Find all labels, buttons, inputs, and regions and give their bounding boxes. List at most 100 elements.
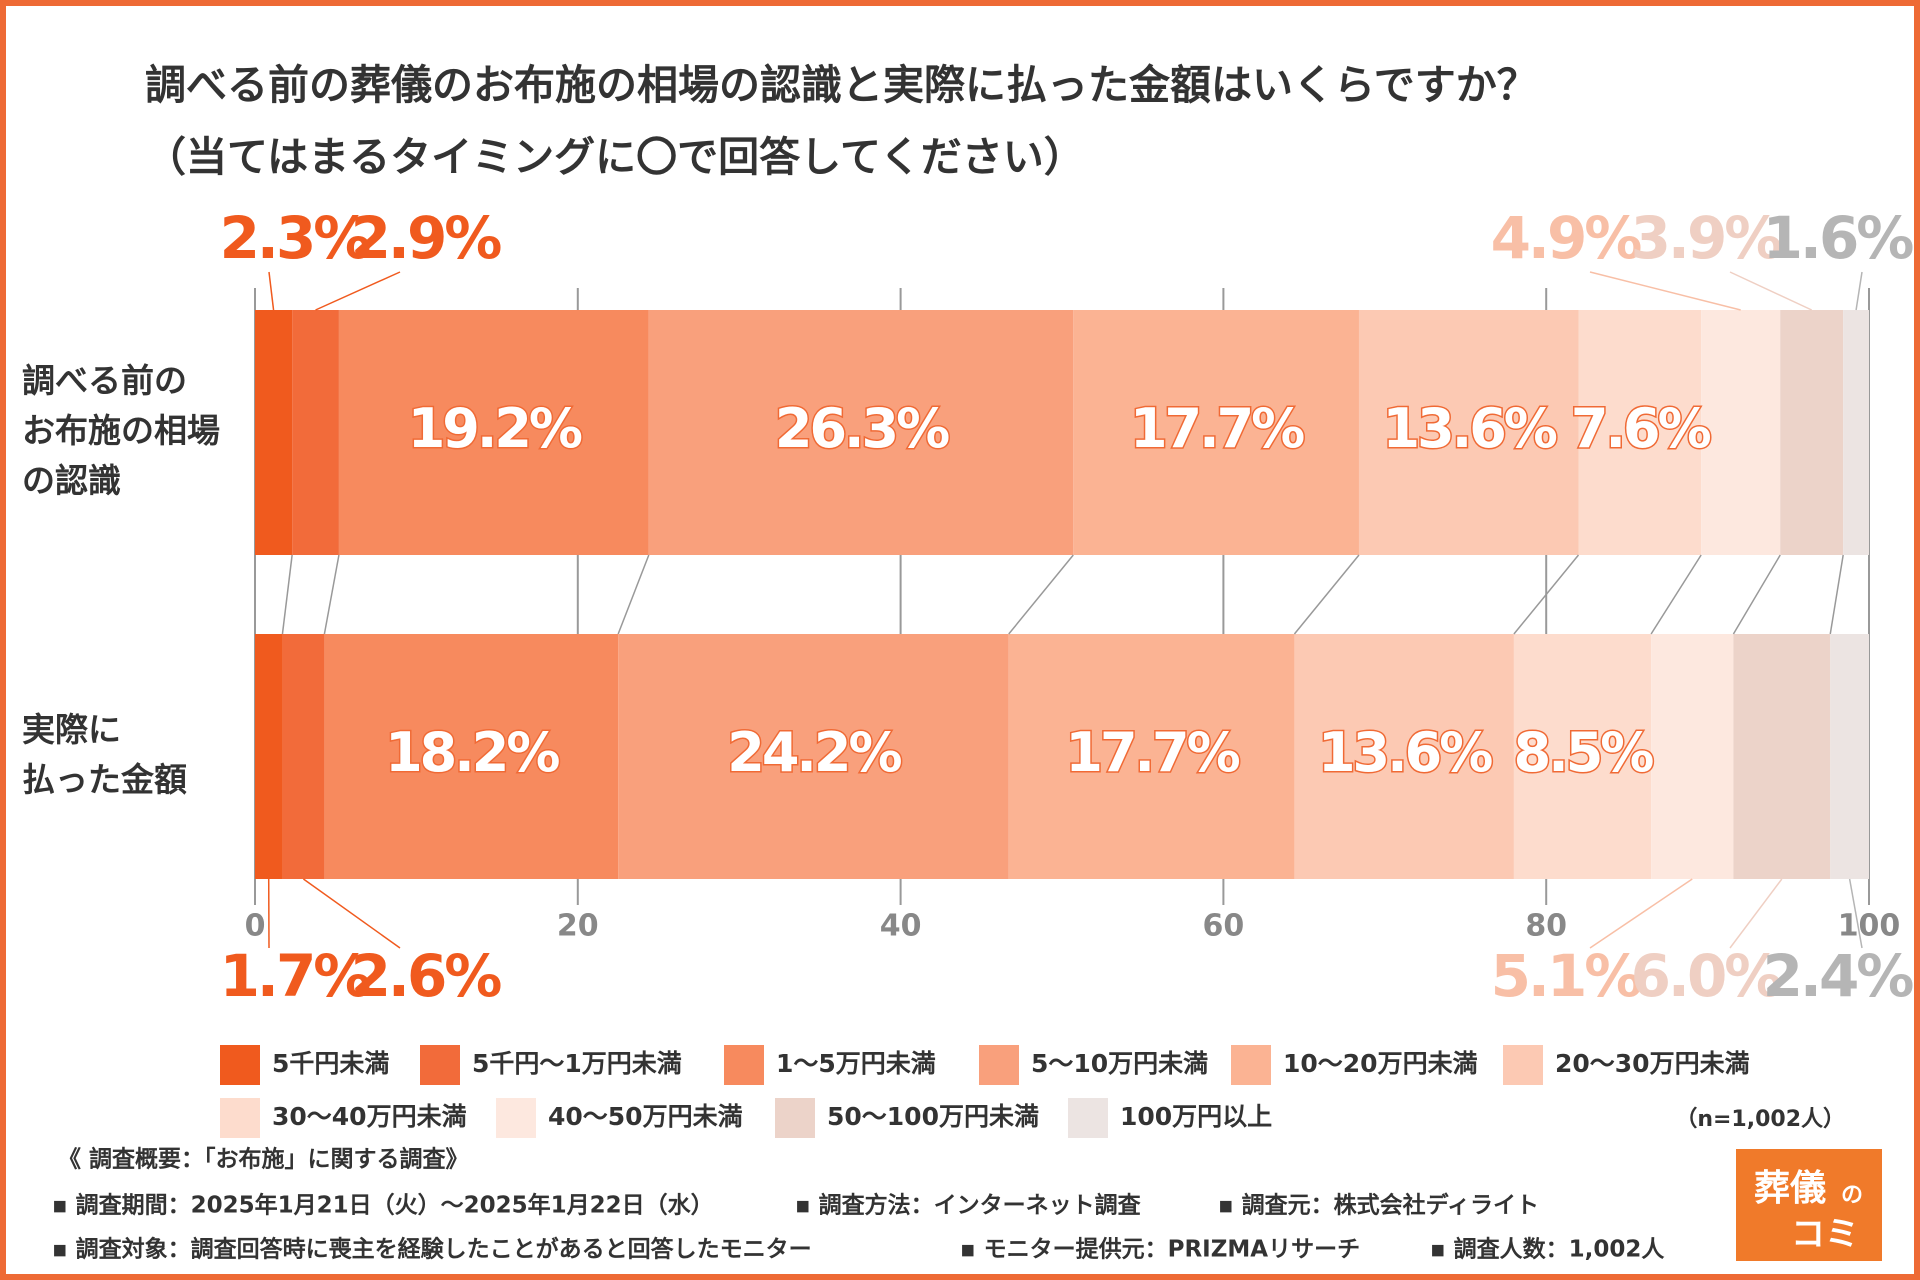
bar-segment — [1733, 634, 1831, 879]
bar-segment — [282, 634, 325, 879]
x-tick-label: 80 — [1525, 909, 1567, 944]
legend-label: 5千円未満 — [272, 1049, 389, 1078]
footnote: ▪ 調査方法：インターネット調査 — [795, 1192, 1141, 1219]
value-label: 4.9% — [1491, 204, 1642, 272]
connector-line — [323, 554, 340, 635]
bar-segment — [255, 310, 293, 555]
leader-line — [302, 878, 401, 949]
bar-segment — [618, 634, 1009, 879]
legend-label: 1～5万円未満 — [776, 1049, 936, 1078]
bar-segment — [648, 310, 1074, 555]
value-label: 1.6% — [1763, 204, 1914, 272]
legend-swatch — [420, 1045, 460, 1085]
legend-swatch — [775, 1098, 815, 1138]
bar-segment — [1578, 310, 1702, 555]
value-label: 2.3% — [220, 204, 371, 272]
legend-label: 5千円～1万円未満 — [472, 1049, 682, 1078]
legend-label: 20～30万円未満 — [1555, 1049, 1750, 1078]
value-label: 2.6% — [351, 942, 502, 1010]
bar-segment — [1358, 310, 1579, 555]
leader-line — [1729, 271, 1813, 311]
bar-segment — [1780, 310, 1844, 555]
bar-segment — [255, 634, 283, 879]
connector-line — [1513, 554, 1580, 635]
connector-line — [1732, 554, 1781, 635]
bar-segment — [1513, 634, 1652, 879]
value-label: 26.3% — [775, 397, 949, 460]
value-label: 6.0% — [1631, 942, 1782, 1010]
x-tick-label: 60 — [1203, 909, 1245, 944]
logo-box — [1736, 1149, 1882, 1261]
footnote: ▪ 調査期間：2025年1月21日（火）～2025年1月22日（水） — [52, 1192, 714, 1219]
bar-segment — [1701, 310, 1781, 555]
footnote: ▪ 調査対象：調査回答時に喪主を経験したことがあると回答したモニター — [52, 1236, 812, 1263]
x-tick-label: 100 — [1838, 909, 1901, 944]
value-label: 18.2% — [385, 721, 559, 784]
legend-swatch — [220, 1098, 260, 1138]
leader-line — [315, 271, 401, 311]
x-tick-label: 20 — [557, 909, 599, 944]
category-label: 実際に — [22, 710, 121, 749]
value-label: 19.2% — [408, 397, 582, 460]
value-label: 7.6% — [1571, 397, 1711, 460]
value-label: 2.9% — [351, 204, 502, 272]
bar-segment — [1008, 634, 1295, 879]
value-label: 24.2% — [727, 721, 901, 784]
legend-swatch — [979, 1045, 1019, 1085]
category-label: 調べる前の — [22, 361, 187, 400]
category-label: の認識 — [22, 461, 121, 500]
x-tick-label: 40 — [880, 909, 922, 944]
bar-segment — [1843, 310, 1869, 555]
value-label: 1.7% — [220, 942, 371, 1010]
value-label: 2.4% — [1763, 942, 1914, 1010]
connector-line — [1008, 554, 1074, 635]
legend-swatch — [1503, 1045, 1543, 1085]
chart-title: 調べる前の葬儀のお布施の相場の認識と実際に払った金額はいくらですか？ — [145, 61, 1538, 109]
footnote: 《 調査概要：「お布施」に関する調査》 — [58, 1146, 469, 1173]
category-label: 払った金額 — [22, 760, 187, 799]
connector-line — [1829, 554, 1844, 635]
leader-line — [1855, 271, 1863, 311]
value-label: 13.6% — [1383, 397, 1557, 460]
footnote: ▪ 調査元：株式会社ディライト — [1218, 1192, 1539, 1219]
bar-segment — [292, 310, 339, 555]
legend-label: 10～20万円未満 — [1283, 1049, 1478, 1078]
logo-sub: コミ — [1791, 1215, 1859, 1255]
footnote: ▪ 調査人数：1,002人 — [1430, 1236, 1665, 1263]
legend-label: 50～100万円未満 — [827, 1102, 1039, 1131]
value-label: 17.7% — [1130, 397, 1304, 460]
leader-line — [1589, 878, 1693, 949]
value-label: 3.9% — [1631, 204, 1782, 272]
leader-line — [1589, 271, 1741, 311]
category-label: お布施の相場 — [22, 411, 220, 450]
bar-segment — [338, 310, 649, 555]
legend-label: 40～50万円未満 — [548, 1102, 743, 1131]
legend-swatch — [1068, 1098, 1108, 1138]
sample-size: （n=1,002人） — [1675, 1107, 1845, 1132]
legend-label: 100万円以上 — [1120, 1102, 1272, 1131]
connector-line — [617, 554, 650, 635]
footnote: ▪ モニター提供元：PRIZMAリサーチ — [960, 1236, 1360, 1263]
connector-line — [1650, 554, 1702, 635]
logo-main: 葬儀 — [1754, 1168, 1826, 1209]
value-label: 17.7% — [1065, 721, 1239, 784]
bar-segment — [324, 634, 619, 879]
bar-segment — [1830, 634, 1869, 879]
logo: 葬儀 の コミ — [1736, 1149, 1882, 1261]
logo-particle: の — [1841, 1183, 1863, 1208]
legend-label: 30～40万円未満 — [272, 1102, 467, 1131]
chart-subtitle: （当てはまるタイミングに〇で回答してください） — [145, 133, 1085, 181]
legend-swatch — [220, 1045, 260, 1085]
legend-label: 5～10万円未満 — [1031, 1049, 1208, 1078]
value-label: 5.1% — [1491, 942, 1642, 1010]
bar-segment — [1651, 634, 1734, 879]
legend-swatch — [724, 1045, 764, 1085]
legend-swatch — [1231, 1045, 1271, 1085]
value-label: 13.6% — [1318, 721, 1492, 784]
value-label: 8.5% — [1514, 721, 1654, 784]
bar-segment — [1294, 634, 1514, 879]
bar-segment — [1073, 310, 1359, 555]
legend-swatch — [496, 1098, 536, 1138]
x-tick-label: 0 — [245, 909, 266, 944]
